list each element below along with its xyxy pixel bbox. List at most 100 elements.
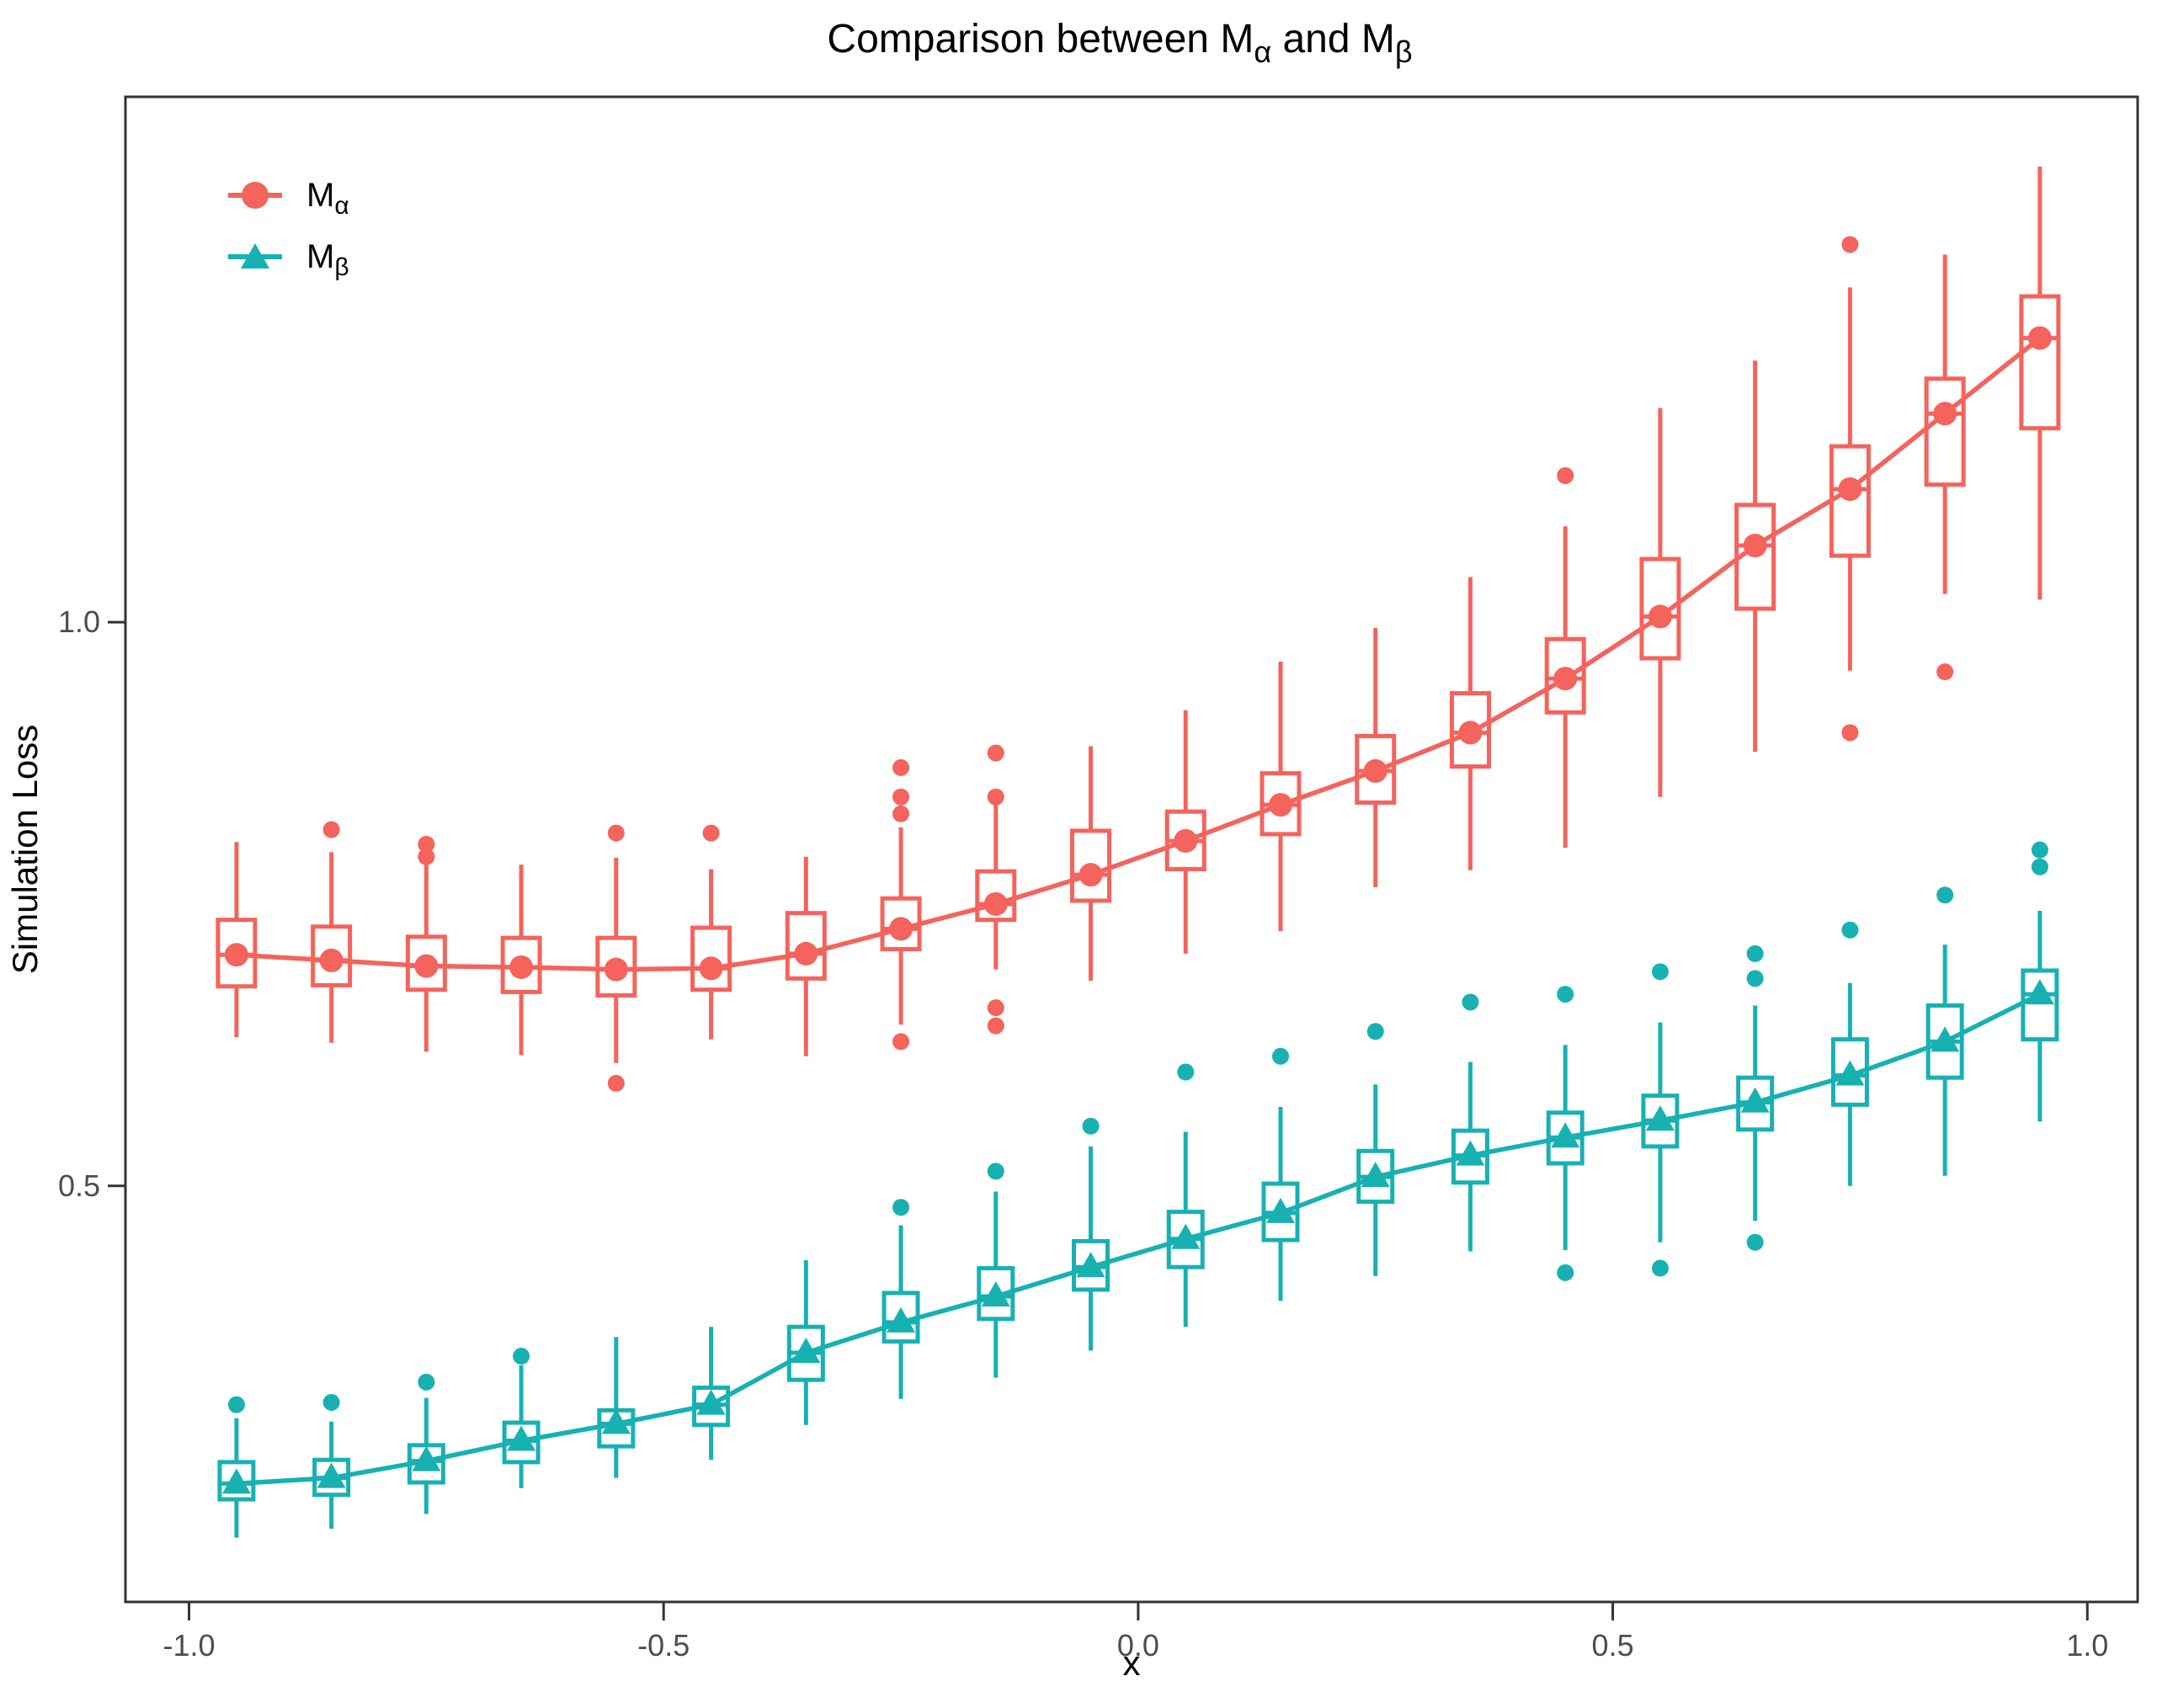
outlier-point (1746, 1233, 1764, 1251)
boxplot-M_beta-x-0.75 (407, 1373, 445, 1514)
boxplot-M_alpha-x-0.15 (975, 744, 1017, 1035)
x-tick-label: 0.0 (1117, 1628, 1159, 1663)
mean-marker-triangle (1456, 1140, 1485, 1166)
boxplot-M_alpha-x-0.25 (880, 758, 922, 1051)
outlier-point (1936, 663, 1954, 681)
legend-item-m-beta: Mβ (228, 238, 349, 281)
outlier-point (607, 824, 625, 842)
outlier-point (418, 1373, 435, 1391)
boxplot-M_beta-x0.75 (1830, 921, 1869, 1186)
outlier-point (1841, 921, 1859, 939)
axes: -1.0 -0.5 0.0 0.5 1.0 0.5 1.0 x Simulation Loss (5, 604, 2108, 1683)
outlier-point (987, 788, 1004, 806)
mean-marker-triangle (1835, 1060, 1865, 1086)
mean-marker-circle (1933, 402, 1957, 426)
x-tick-label: 0.5 (1592, 1628, 1634, 1663)
mean-marker-circle (1648, 604, 1672, 629)
box (1924, 376, 1966, 487)
outlier-point (987, 1017, 1004, 1035)
boxplot-M_alpha-x0.25 (1355, 627, 1397, 887)
mean-marker-circle (2027, 326, 2052, 350)
mean-marker-triangle (221, 1468, 251, 1494)
outlier-point (1841, 236, 1859, 253)
boxplot-M_beta-x0.05 (1166, 1063, 1205, 1328)
x-tick-label: -0.5 (637, 1628, 690, 1663)
boxplot-M_beta-x-0.25 (881, 1199, 920, 1399)
series-M_alpha (216, 167, 2061, 1092)
boxplot-M_beta-x0.25 (1356, 1023, 1395, 1276)
outlier-point (227, 1396, 245, 1413)
outlier-point (702, 824, 720, 842)
mean-marker-circle (1078, 863, 1103, 887)
boxplot-M_beta-x-0.65 (502, 1348, 541, 1488)
mean-trend-line (236, 992, 2042, 1487)
outlier-point (1651, 1259, 1669, 1277)
outlier-point (1462, 993, 1479, 1011)
x-tick-label: 1.0 (2066, 1628, 2108, 1663)
x-axis-title: x (1123, 1643, 1141, 1683)
mean-marker-circle (1363, 758, 1387, 783)
outlier-point (1841, 724, 1859, 742)
mean-marker-circle (699, 956, 723, 981)
mean-marker-circle (983, 891, 1008, 916)
mean-marker-circle (224, 943, 248, 967)
outlier-point (1177, 1063, 1195, 1081)
mean-marker-circle (604, 957, 628, 982)
outlier-point (892, 1199, 910, 1216)
mean-marker-circle (414, 954, 439, 978)
mean-marker-circle (509, 955, 534, 979)
boxplot-M_beta-x-0.55 (597, 1337, 636, 1478)
box (2019, 294, 2061, 431)
mean-marker-circle (1553, 667, 1578, 691)
y-tick-label: 0.5 (58, 1168, 100, 1203)
mean-marker-triangle (1551, 1122, 1580, 1148)
mean-marker-circle (1838, 477, 1862, 502)
outlier-point (2031, 841, 2048, 859)
outlier-point (2031, 858, 2048, 875)
mean-marker-circle (1743, 534, 1767, 558)
outlier-point (322, 821, 340, 838)
y-axis-title: Simulation Loss (5, 725, 45, 974)
mean-marker-triangle (507, 1425, 536, 1451)
boxplot-M_beta-x-0.15 (977, 1163, 1015, 1378)
outlier-point (1557, 467, 1574, 485)
outlier-point (892, 788, 910, 806)
outlier-point (1557, 986, 1574, 1003)
boxplot-M_alpha-x0.95 (2019, 167, 2061, 600)
outlier-point (1746, 944, 1764, 962)
mean-marker-triangle (981, 1281, 1010, 1307)
outlier-point (513, 1348, 530, 1365)
mean-marker-circle (319, 948, 344, 972)
mean-marker-circle (1174, 828, 1198, 853)
chart-title-text: Comparison between Mα and Mβ (827, 17, 1412, 69)
chart-title: Comparison between Mα and Mβ (827, 17, 1412, 69)
legend-key-triangle-icon (241, 243, 269, 269)
mean-marker-triangle (601, 1408, 631, 1434)
mean-marker-circle (1458, 721, 1483, 745)
boxplot-M_beta-x0.35 (1451, 993, 1489, 1252)
mean-marker-triangle (887, 1306, 916, 1333)
outlier-point (892, 758, 910, 776)
legend-label: Mα (306, 177, 349, 220)
outlier-point (1271, 1047, 1289, 1065)
outlier-point (1082, 1117, 1100, 1135)
legend-item-m-alpha: Mα (228, 177, 349, 220)
outlier-point (892, 1033, 910, 1051)
boxplot-M_beta-x-0.95 (217, 1396, 256, 1538)
y-tick-label: 1.0 (58, 604, 100, 639)
boxplot-M_alpha-x-0.95 (216, 842, 258, 1037)
series-M_beta (217, 841, 2059, 1538)
boxplot-M_beta-x0.15 (1261, 1047, 1300, 1301)
outlier-point (1366, 1023, 1384, 1040)
mean-marker-triangle (2025, 979, 2054, 1005)
legend: Mα Mβ (228, 177, 349, 281)
outlier-point (987, 999, 1004, 1017)
mean-marker-triangle (1361, 1162, 1390, 1188)
outlier-point (418, 835, 435, 853)
outlier-point (987, 1163, 1004, 1180)
mean-marker-triangle (1740, 1087, 1770, 1113)
mean-marker-triangle (1265, 1197, 1295, 1223)
outlier-point (322, 1393, 340, 1411)
